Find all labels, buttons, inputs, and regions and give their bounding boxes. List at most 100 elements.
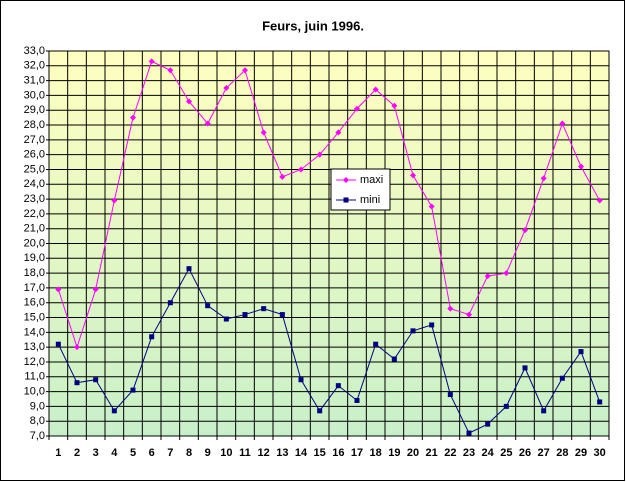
x-tick-label: 17 bbox=[351, 447, 363, 459]
point bbox=[484, 273, 491, 280]
point bbox=[223, 85, 230, 92]
point bbox=[242, 312, 248, 318]
y-tick-label: 20,0 bbox=[24, 237, 45, 249]
point bbox=[466, 430, 472, 436]
x-tick-label: 6 bbox=[149, 447, 155, 459]
y-tick-label: 26,0 bbox=[24, 149, 45, 161]
point bbox=[559, 375, 565, 381]
y-tick-label: 11,0 bbox=[24, 371, 45, 383]
y-tick-label: 30,0 bbox=[24, 89, 45, 101]
x-tick-label: 26 bbox=[519, 447, 531, 459]
y-tick-label: 12,0 bbox=[24, 356, 45, 368]
x-tick-label: 23 bbox=[463, 447, 475, 459]
point bbox=[317, 408, 323, 414]
x-tick-label: 8 bbox=[186, 447, 192, 459]
point bbox=[149, 334, 155, 340]
y-tick-label: 22,0 bbox=[24, 208, 45, 220]
point bbox=[316, 151, 323, 158]
y-tick-label: 10,0 bbox=[24, 385, 45, 397]
x-tick-label: 1 bbox=[55, 447, 61, 459]
point bbox=[522, 227, 528, 234]
x-tick-label: 14 bbox=[295, 447, 308, 459]
x-tick-label: 18 bbox=[370, 447, 382, 459]
point bbox=[429, 322, 435, 328]
x-tick-label: 27 bbox=[538, 447, 550, 459]
y-tick-label: 29,0 bbox=[24, 104, 45, 116]
point bbox=[559, 120, 566, 127]
point bbox=[167, 300, 173, 306]
y-tick-label: 13,0 bbox=[24, 341, 45, 353]
x-tick-label: 24 bbox=[482, 447, 495, 459]
point bbox=[373, 341, 379, 347]
point bbox=[242, 67, 248, 74]
x-tick-label: 5 bbox=[130, 447, 136, 459]
y-tick-label: 25,0 bbox=[24, 163, 45, 175]
legend-label: mini bbox=[360, 194, 380, 206]
x-tick-label: 15 bbox=[314, 447, 326, 459]
point bbox=[447, 392, 453, 398]
y-tick-label: 19,0 bbox=[24, 252, 45, 264]
x-tick-label: 20 bbox=[407, 447, 419, 459]
legend-marker bbox=[343, 197, 349, 203]
y-tick-label: 24,0 bbox=[24, 178, 45, 190]
x-tick-label: 13 bbox=[276, 447, 288, 459]
point bbox=[74, 344, 80, 351]
point bbox=[466, 311, 472, 318]
point bbox=[111, 408, 117, 414]
y-tick-label: 33,0 bbox=[24, 45, 45, 57]
point bbox=[186, 98, 192, 105]
x-tick-label: 2 bbox=[74, 447, 80, 459]
point bbox=[279, 173, 286, 180]
x-tick-label: 29 bbox=[575, 447, 587, 459]
y-tick-label: 21,0 bbox=[24, 223, 45, 235]
point bbox=[92, 286, 99, 293]
point bbox=[596, 197, 603, 204]
y-tick-label: 14,0 bbox=[24, 326, 45, 338]
x-tick-label: 19 bbox=[388, 447, 400, 459]
point bbox=[372, 86, 379, 93]
x-tick-label: 4 bbox=[111, 447, 118, 459]
point bbox=[597, 399, 603, 405]
chart-title: Feurs, juin 1996. bbox=[262, 18, 364, 33]
x-tick-label: 12 bbox=[258, 447, 270, 459]
point bbox=[148, 58, 155, 65]
point bbox=[410, 172, 416, 179]
x-tick-label: 10 bbox=[220, 447, 232, 459]
y-tick-label: 7,0 bbox=[30, 430, 45, 442]
y-tick-label: 28,0 bbox=[24, 119, 45, 131]
point bbox=[540, 175, 547, 182]
x-tick-label: 30 bbox=[594, 447, 606, 459]
y-tick-label: 17,0 bbox=[24, 282, 45, 294]
point bbox=[55, 341, 61, 347]
y-tick-label: 32,0 bbox=[24, 60, 45, 72]
point bbox=[447, 305, 454, 312]
point bbox=[578, 163, 584, 170]
point bbox=[223, 316, 229, 322]
x-tick-label: 21 bbox=[426, 447, 438, 459]
point bbox=[260, 129, 267, 136]
legend-label: maxi bbox=[360, 174, 383, 186]
point bbox=[354, 397, 360, 403]
point bbox=[298, 377, 304, 383]
series-line bbox=[57, 60, 601, 349]
x-tick-label: 28 bbox=[556, 447, 568, 459]
point bbox=[130, 114, 136, 121]
y-tick-label: 27,0 bbox=[24, 134, 45, 146]
series-line bbox=[57, 267, 601, 434]
point bbox=[335, 129, 342, 136]
x-tick-label: 25 bbox=[500, 447, 512, 459]
point bbox=[298, 166, 304, 173]
point bbox=[279, 312, 285, 318]
point bbox=[541, 408, 547, 414]
point bbox=[354, 105, 360, 112]
point bbox=[204, 120, 211, 127]
point bbox=[522, 365, 528, 371]
point bbox=[391, 102, 398, 109]
point bbox=[391, 356, 397, 362]
x-tick-label: 7 bbox=[167, 447, 173, 459]
y-tick-label: 16,0 bbox=[24, 297, 45, 309]
point bbox=[74, 380, 80, 386]
y-tick-label: 9,0 bbox=[30, 400, 45, 412]
legend-box bbox=[330, 168, 391, 211]
